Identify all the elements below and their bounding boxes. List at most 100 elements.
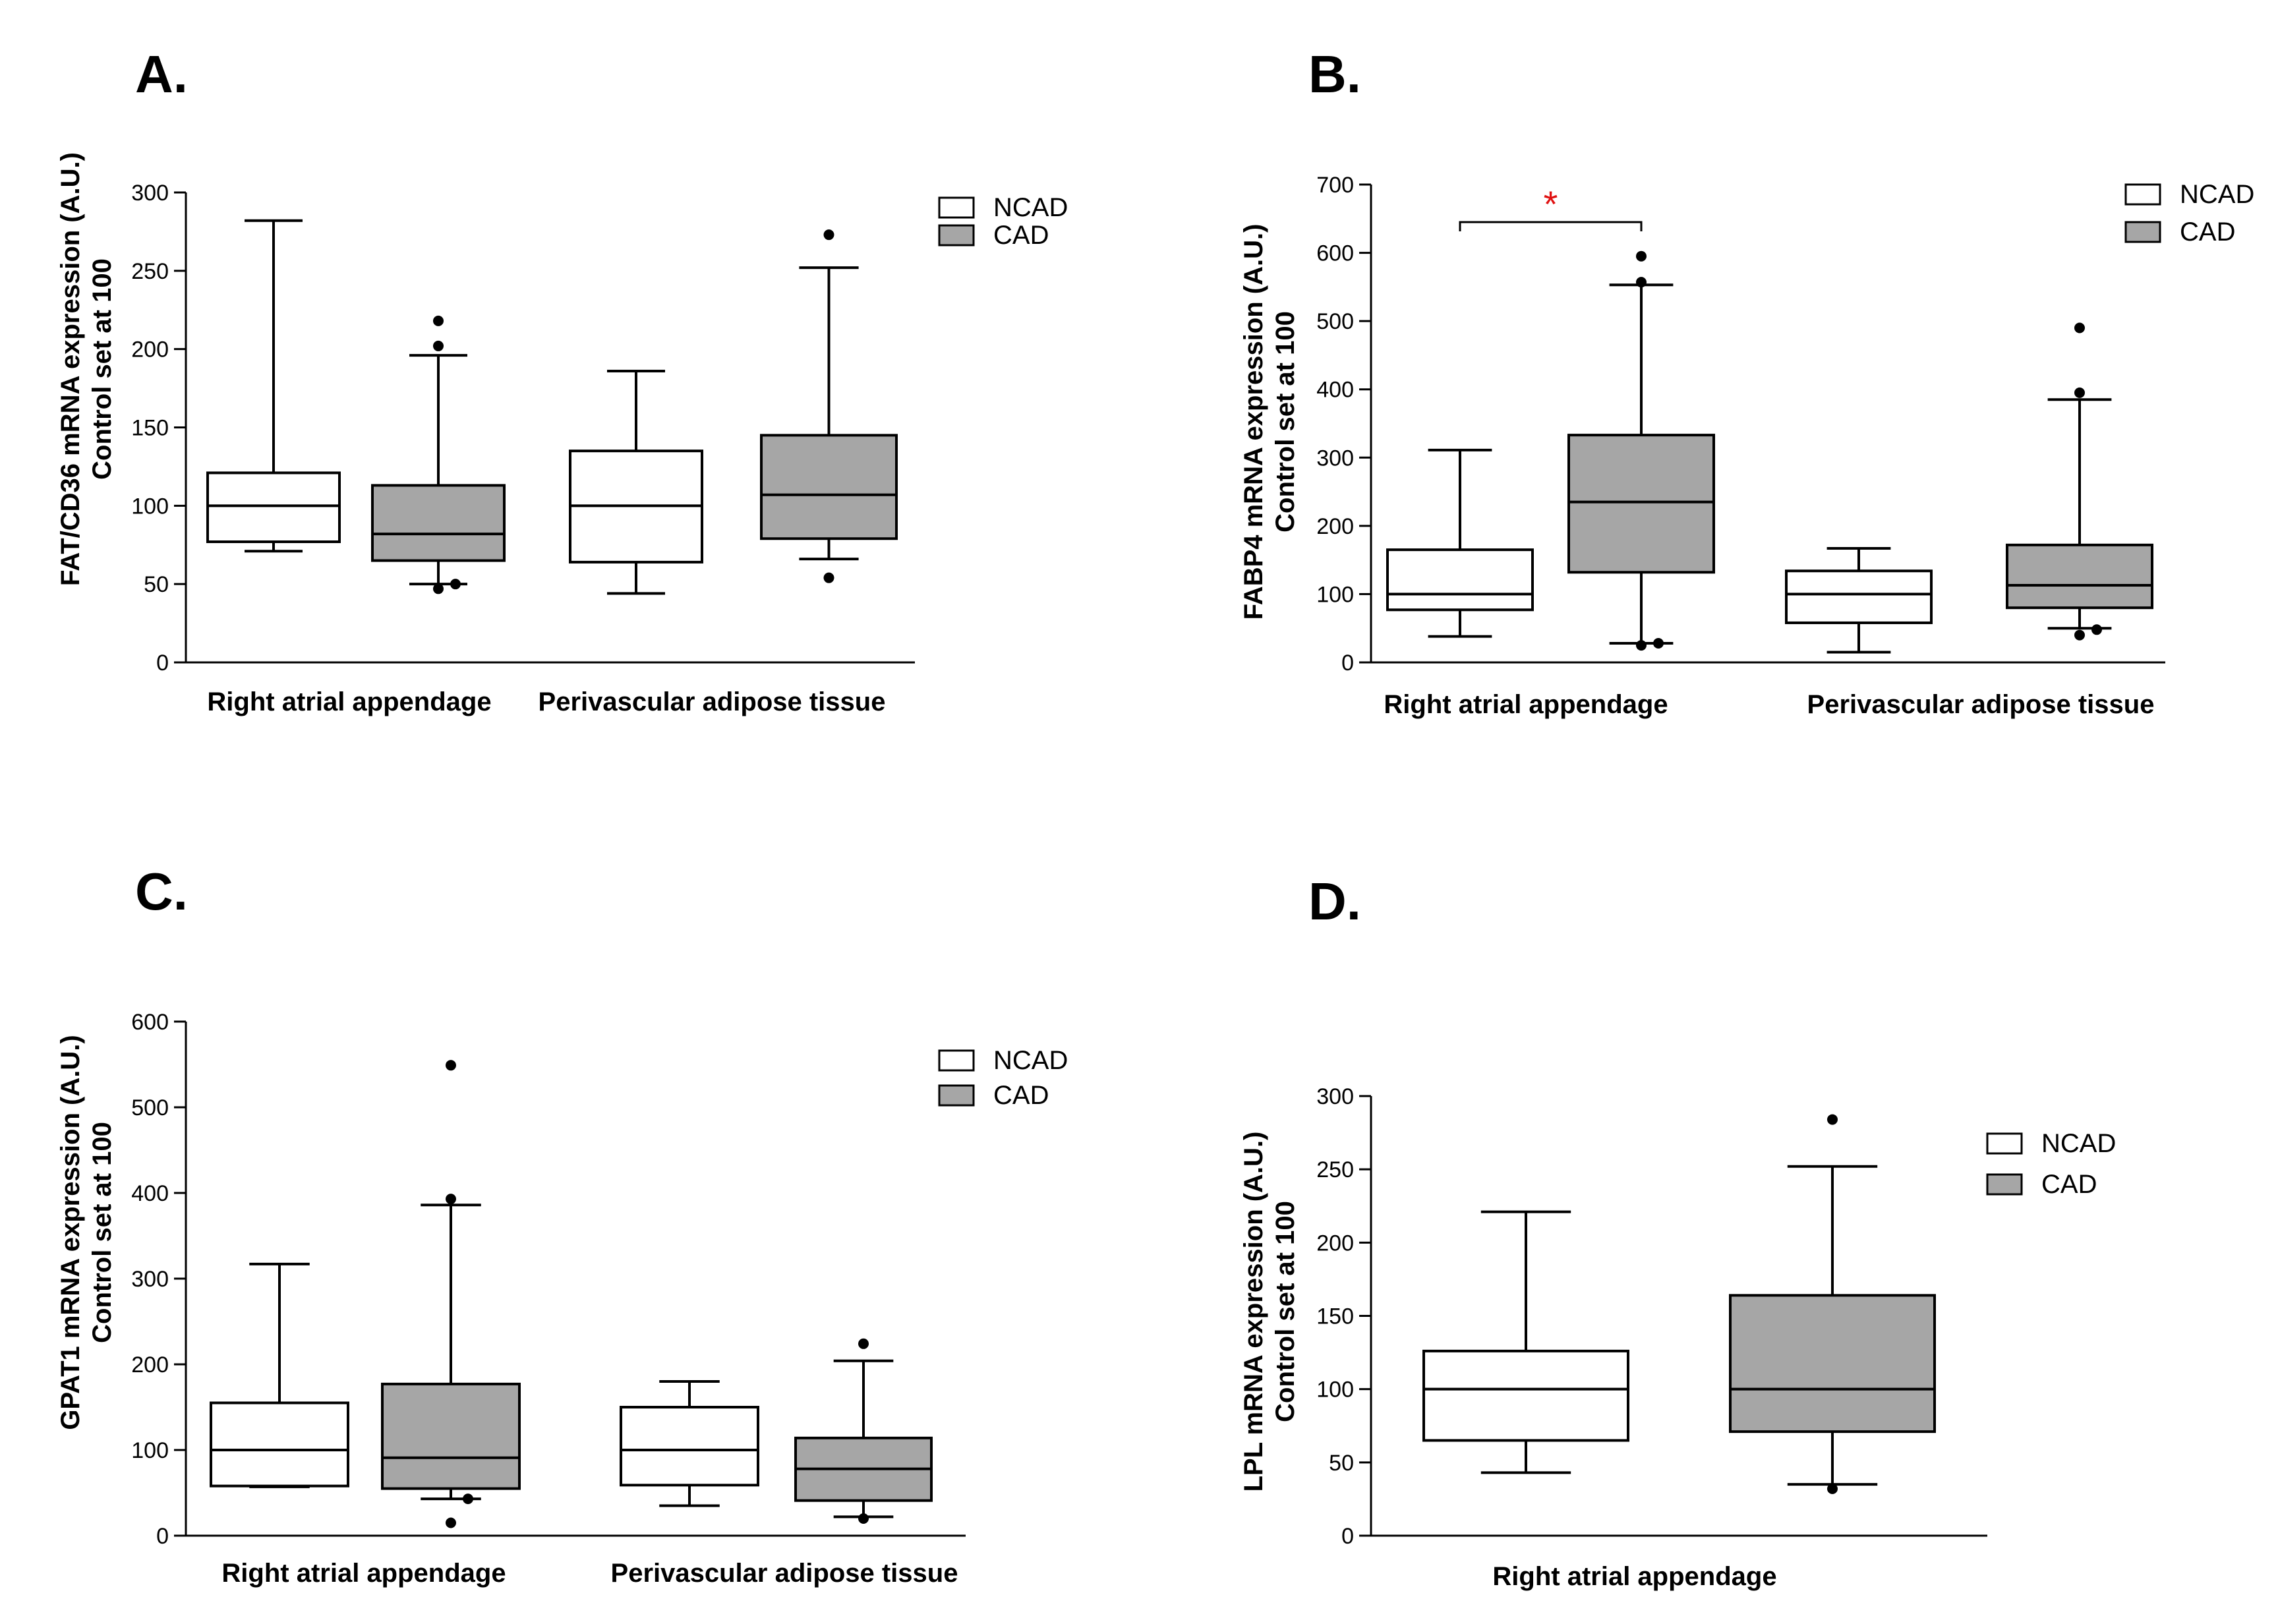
panel-a: A. 0 50 100 150 200 250 300 FAT/CD36 mRNA expres… bbox=[56, 45, 1068, 716]
significance-star: * bbox=[1544, 183, 1558, 225]
legend-swatch-ncad bbox=[1986, 1132, 2023, 1155]
y-axis-label-line1: FABP4 mRNA expression (A.U.) bbox=[1239, 224, 1268, 620]
outlier-point bbox=[823, 229, 834, 241]
y-tick-label: 100 bbox=[1316, 1378, 1354, 1403]
box-iqr bbox=[1386, 548, 1534, 612]
outlier-point bbox=[2074, 322, 2085, 334]
y-tick-label: 250 bbox=[1316, 1157, 1354, 1182]
y-axis-label: LPL mRNA expression (A.U.) Control set at… bbox=[1239, 1132, 1300, 1492]
legend-swatch-ncad bbox=[2124, 183, 2161, 206]
box-ncad bbox=[1422, 1210, 1629, 1474]
box-cad bbox=[794, 1338, 933, 1524]
y-tick-label: 100 bbox=[131, 494, 169, 519]
legend-label-ncad: NCAD bbox=[993, 193, 1068, 222]
legend-label-ncad: NCAD bbox=[2041, 1129, 2116, 1158]
legend-label-cad: CAD bbox=[2041, 1170, 2097, 1199]
outlier-point bbox=[823, 572, 834, 583]
box-iqr bbox=[2006, 543, 2153, 610]
legend-swatch-cad bbox=[938, 224, 975, 246]
outlier-point bbox=[450, 579, 461, 590]
outlier-point bbox=[446, 1194, 456, 1205]
box-iqr bbox=[381, 1382, 521, 1490]
box-cad bbox=[371, 315, 506, 594]
x-category-label: Right atrial appendage bbox=[1492, 1562, 1776, 1591]
outlier-point bbox=[433, 583, 444, 594]
panel-letter: D. bbox=[1308, 872, 1361, 931]
legend-swatch-ncad bbox=[938, 1049, 975, 1072]
y-axis-label-line2: Control set at 100 bbox=[1271, 311, 1300, 533]
x-category-label: Right atrial appendage bbox=[221, 1559, 506, 1588]
y-tick-label: 700 bbox=[1316, 173, 1354, 198]
y-tick-label: 500 bbox=[131, 1095, 169, 1120]
y-tick-label: 100 bbox=[131, 1438, 169, 1463]
y-tick-label: 600 bbox=[131, 1010, 169, 1035]
y-tick-label: 150 bbox=[131, 416, 169, 441]
legend-label-cad: CAD bbox=[2180, 218, 2235, 246]
legend: NCAD CAD bbox=[2124, 180, 2254, 246]
legend-swatch-cad bbox=[2124, 221, 2161, 243]
outlier-point bbox=[1653, 638, 1664, 649]
y-tick-label: 50 bbox=[1329, 1451, 1354, 1476]
y-tick-label: 300 bbox=[131, 181, 169, 206]
legend: NCAD CAD bbox=[938, 1046, 1068, 1110]
x-category-label: Perivascular adipose tissue bbox=[611, 1559, 958, 1588]
box-ncad bbox=[1785, 547, 1933, 654]
box-ncad bbox=[620, 1380, 759, 1507]
box-iqr bbox=[1422, 1349, 1629, 1442]
outlier-point bbox=[2074, 387, 2085, 398]
x-category-label: Perivascular adipose tissue bbox=[1807, 690, 2155, 719]
outlier-point bbox=[433, 315, 444, 326]
y-tick-label: 100 bbox=[1316, 582, 1354, 607]
y-tick-label: 400 bbox=[1316, 378, 1354, 403]
panel-b: B. 0 100 200 300 400 500 600 700 FABP4 mRNA expre… bbox=[1239, 45, 2254, 719]
box-ncad bbox=[569, 369, 703, 595]
y-axis-label-line1: GPAT1 mRNA expression (A.U.) bbox=[56, 1035, 85, 1430]
box-iqr bbox=[1729, 1294, 1936, 1434]
panel-c: C. 0 100 200 300 400 500 600 GPAT1 mRNA expressi… bbox=[56, 862, 1068, 1588]
y-axis-label: FAT/CD36 mRNA expression (A.U.) Control s… bbox=[56, 152, 117, 586]
box-iqr bbox=[371, 484, 506, 562]
y-axis-label-line2: Control set at 100 bbox=[88, 258, 117, 480]
box-iqr bbox=[206, 471, 341, 543]
box-iqr bbox=[1567, 434, 1715, 574]
y-tick-label: 500 bbox=[1316, 309, 1354, 334]
x-category-label: Right atrial appendage bbox=[1384, 690, 1668, 719]
y-axis-label-line1: LPL mRNA expression (A.U.) bbox=[1239, 1132, 1268, 1492]
box-ncad bbox=[206, 219, 341, 553]
box-iqr bbox=[210, 1401, 349, 1488]
y-tick-label: 400 bbox=[131, 1181, 169, 1206]
y-tick-label: 200 bbox=[131, 337, 169, 362]
y-tick-label: 150 bbox=[1316, 1304, 1354, 1329]
box-iqr bbox=[620, 1406, 759, 1487]
box-cad bbox=[760, 229, 898, 583]
box-cad bbox=[2006, 322, 2153, 641]
outlier-point bbox=[1827, 1483, 1838, 1494]
box-ncad bbox=[210, 1262, 349, 1488]
box-cad bbox=[381, 1060, 521, 1528]
panel-d: D. 0 50 100 150 200 250 300 LPL mRNA expression … bbox=[1239, 872, 2116, 1591]
x-category-label: Perivascular adipose tissue bbox=[539, 687, 886, 716]
y-axis-label-line2: Control set at 100 bbox=[88, 1122, 117, 1343]
outlier-point bbox=[2091, 624, 2102, 635]
legend-label-ncad: NCAD bbox=[993, 1046, 1068, 1075]
panel-letter: C. bbox=[135, 862, 188, 921]
y-tick-label: 300 bbox=[1316, 1084, 1354, 1109]
outlier-point bbox=[463, 1494, 473, 1505]
y-tick-label: 250 bbox=[131, 259, 169, 284]
box-cad bbox=[1567, 250, 1715, 651]
outlier-point bbox=[1636, 277, 1647, 288]
box-iqr bbox=[1785, 569, 1933, 624]
y-tick-label: 200 bbox=[1316, 1231, 1354, 1256]
y-tick-label: 50 bbox=[144, 572, 169, 597]
y-axis-label-line1: FAT/CD36 mRNA expression (A.U.) bbox=[56, 152, 85, 586]
y-tick-label: 300 bbox=[131, 1267, 169, 1292]
legend-label-cad: CAD bbox=[993, 221, 1049, 250]
y-tick-label: 0 bbox=[1341, 1524, 1354, 1549]
outlier-point bbox=[446, 1060, 456, 1071]
x-category-label: Right atrial appendage bbox=[207, 687, 491, 716]
y-axis-label: GPAT1 mRNA expression (A.U.) Control set … bbox=[56, 1035, 117, 1430]
legend-label-cad: CAD bbox=[993, 1081, 1049, 1110]
bracket-line bbox=[1459, 221, 1643, 231]
outlier-point bbox=[433, 340, 444, 351]
